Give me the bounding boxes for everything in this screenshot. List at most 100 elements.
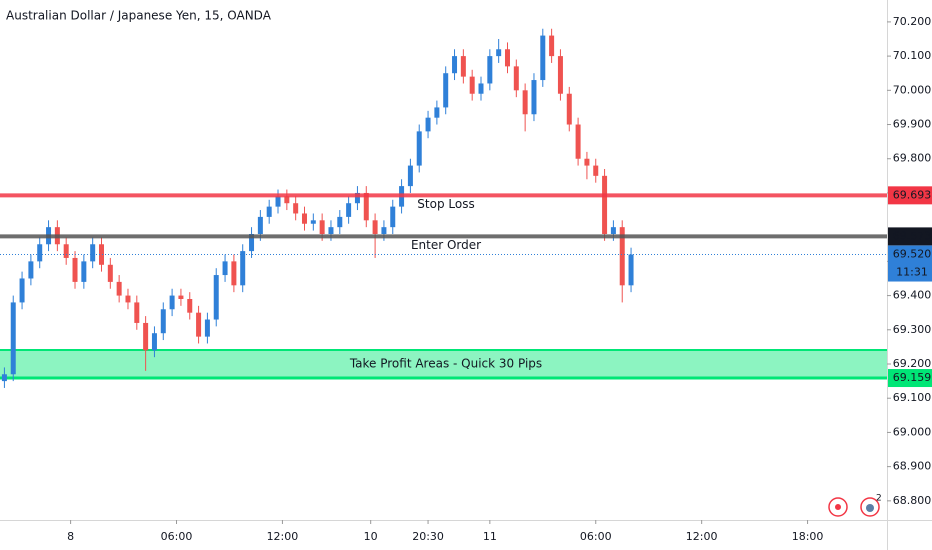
- y-tick-label: 69.800: [893, 152, 932, 165]
- candle-body: [354, 192, 360, 204]
- candle-body: [275, 196, 281, 207]
- x-tick-label: 20:30: [412, 530, 444, 543]
- candle-body: [434, 107, 440, 118]
- candle-body: [169, 295, 175, 310]
- y-tick-label: 69.400: [893, 289, 932, 302]
- candle-body: [231, 261, 237, 286]
- price-tag-label: 69.573: [893, 229, 932, 242]
- candle-body: [531, 80, 537, 115]
- candle-body: [522, 90, 528, 115]
- y-tick-label: 69.200: [893, 357, 932, 370]
- alert-icon[interactable]: [828, 497, 848, 517]
- candle-body: [602, 175, 608, 234]
- candle-body: [284, 196, 290, 204]
- candle-body: [566, 93, 572, 125]
- x-tick-label: 10: [364, 530, 378, 543]
- candle-body: [363, 192, 369, 221]
- x-tick-label: 12:00: [267, 530, 299, 543]
- candle-body: [319, 220, 325, 234]
- candle-body: [160, 309, 166, 334]
- candle-body: [390, 206, 396, 228]
- candle-body: [116, 281, 122, 296]
- x-tick-label: 06:00: [161, 530, 193, 543]
- zone-tag: [888, 369, 932, 388]
- candle-body: [452, 56, 458, 74]
- take-profit-zone: [0, 349, 887, 379]
- candle-body: [178, 295, 184, 299]
- candle-body: [266, 206, 272, 217]
- candle-body: [487, 56, 493, 84]
- candle-body: [107, 264, 113, 282]
- level-label: Enter Order: [411, 238, 481, 252]
- candle-body: [619, 227, 625, 286]
- candle-body: [10, 302, 16, 375]
- candle-body: [557, 56, 563, 94]
- candle-body: [610, 227, 616, 234]
- notification-icon[interactable]: [860, 497, 880, 517]
- candle-body: [443, 73, 449, 108]
- candle-body: [478, 83, 484, 94]
- candle-body: [134, 302, 140, 323]
- alert-dot: [835, 504, 841, 510]
- candle-body: [151, 333, 157, 351]
- x-tick-label: 8: [67, 530, 74, 543]
- candle-body: [575, 124, 581, 159]
- y-tick-label: 69.300: [893, 323, 932, 336]
- candle-body: [469, 76, 475, 94]
- candle-body: [187, 299, 193, 313]
- candle-body: [425, 117, 431, 132]
- candle-body: [346, 203, 352, 217]
- candle-body: [196, 312, 202, 337]
- candle-body: [593, 165, 599, 176]
- zone-tag-label: 69.159: [893, 371, 932, 384]
- price-tag: [888, 227, 932, 246]
- candle-body: [63, 244, 69, 258]
- x-tick-label: 11: [483, 530, 497, 543]
- y-tick-label: 69.100: [893, 391, 932, 404]
- candle-body: [628, 254, 634, 286]
- price-tag: [888, 186, 932, 205]
- y-tick-label: 70.000: [893, 83, 932, 96]
- candle-body: [416, 131, 422, 166]
- last-price-label: 69.520: [893, 248, 932, 261]
- y-tick-label: 70.200: [893, 15, 932, 28]
- candle-body: [293, 203, 299, 214]
- candle-body: [337, 216, 343, 228]
- candle-body: [28, 261, 34, 279]
- candle-body: [549, 35, 555, 57]
- y-tick-label: 69.900: [893, 118, 932, 131]
- notification-dot: [866, 504, 874, 512]
- candle-body: [72, 257, 78, 282]
- candle-body: [460, 56, 466, 77]
- candle-body: [1, 374, 7, 382]
- candle-body: [407, 165, 413, 187]
- x-tick-label: 06:00: [580, 530, 612, 543]
- candle-body: [584, 158, 590, 166]
- candle-body: [301, 213, 307, 224]
- x-tick-label: 12:00: [686, 530, 718, 543]
- candle-body: [249, 234, 255, 252]
- candle-body: [98, 244, 104, 265]
- candle-body: [204, 319, 210, 337]
- y-tick-label: 68.900: [893, 460, 932, 473]
- candle-body: [513, 66, 519, 91]
- y-tick-label: 68.800: [893, 494, 932, 507]
- y-tick-label: 70.100: [893, 49, 932, 62]
- countdown-label: 11:31: [896, 266, 928, 279]
- zone-label: Take Profit Areas - Quick 30 Pips: [349, 357, 542, 371]
- candle-body: [310, 220, 316, 224]
- candle-body: [37, 244, 43, 262]
- candle-body: [213, 275, 219, 320]
- candle-body: [19, 278, 25, 303]
- candle-body: [257, 216, 263, 234]
- candle-body: [496, 49, 502, 57]
- x-tick-label: 18:00: [792, 530, 824, 543]
- candle-body: [372, 220, 378, 234]
- chart-title: Australian Dollar / Japanese Yen, 15, OA…: [6, 9, 272, 23]
- y-tick-label: 69.000: [893, 425, 932, 438]
- candle-body: [143, 322, 149, 351]
- level-label: Stop Loss: [417, 197, 474, 211]
- price-tag-label: 69.693: [893, 188, 932, 201]
